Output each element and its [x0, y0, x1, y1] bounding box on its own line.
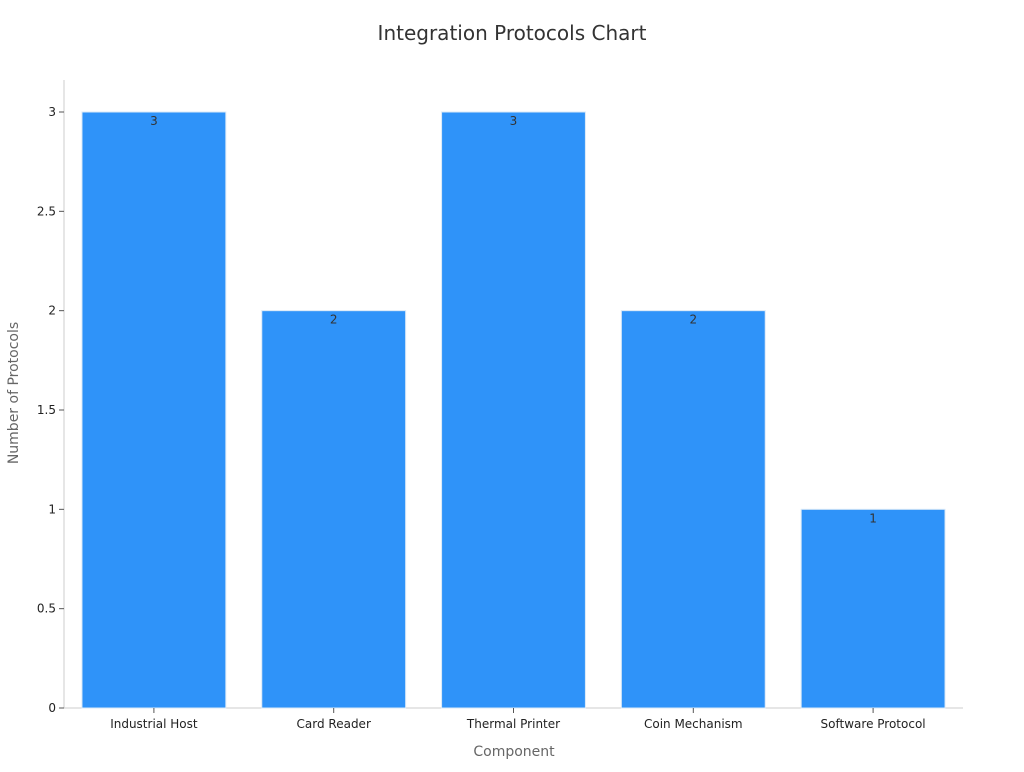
- y-tick-label: 1: [48, 502, 56, 516]
- x-tick-label: Software Protocol: [821, 717, 926, 731]
- bar-data-label: 3: [510, 114, 518, 128]
- bar-data-label: 3: [150, 114, 158, 128]
- y-tick-label: 1.5: [37, 403, 56, 417]
- bar-data-label: 2: [689, 313, 697, 327]
- bar[interactable]: [800, 508, 946, 709]
- y-tick-label: 2: [48, 304, 56, 318]
- x-tick-label: Coin Mechanism: [644, 717, 743, 731]
- chart-title: Integration Protocols Chart: [378, 21, 647, 45]
- y-tick-label: 2.5: [37, 204, 56, 218]
- plot-area: 0 0.5 1 1.5 2 2.5 3 3 Industrial Host 2 Card Reade…: [37, 80, 963, 731]
- x-tick-label: Thermal Printer: [466, 717, 560, 731]
- y-tick-label: 0.5: [37, 602, 56, 616]
- bar[interactable]: [81, 111, 227, 709]
- y-axis-title: Number of Protocols: [6, 322, 22, 464]
- y-tick-label: 0: [48, 701, 56, 715]
- bar[interactable]: [441, 111, 586, 709]
- bar-data-label: 2: [330, 313, 338, 327]
- y-tick-label: 3: [48, 105, 56, 119]
- bar-data-label: 1: [869, 511, 877, 525]
- x-tick-label: Card Reader: [297, 717, 371, 731]
- x-tick-label: Industrial Host: [110, 717, 198, 731]
- bar[interactable]: [620, 310, 766, 709]
- bar[interactable]: [261, 310, 407, 709]
- x-axis-title: Component: [473, 744, 555, 760]
